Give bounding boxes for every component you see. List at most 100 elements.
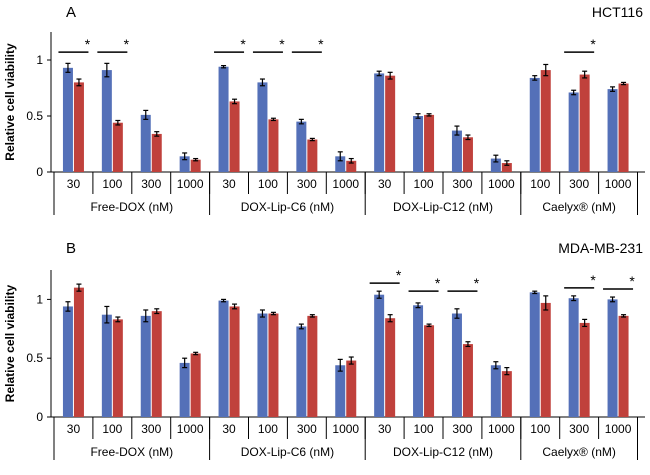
chart-panel-B: B MDA-MB-231 Relative cell viability 0 0.5 1 3… xyxy=(3,240,645,460)
bar-s1 xyxy=(257,82,268,172)
dose-label: 30 xyxy=(378,422,392,436)
dose-label: 100 xyxy=(530,177,550,191)
bar-s2 xyxy=(540,70,551,172)
dose-label: 300 xyxy=(297,422,317,436)
bar-s2 xyxy=(307,315,318,417)
dose-label: 30 xyxy=(222,177,236,191)
dose-label: 300 xyxy=(569,422,589,436)
panel-title: HCT116 xyxy=(592,4,643,20)
bar-s2 xyxy=(501,371,512,417)
significance-star: * xyxy=(240,36,246,52)
panel-title: MDA-MB-231 xyxy=(558,240,643,256)
bar-s1 xyxy=(529,292,540,417)
bar-s2 xyxy=(618,315,629,417)
bar-s1 xyxy=(607,299,618,417)
y-tick-label: 0 xyxy=(36,410,43,424)
dose-label: 1000 xyxy=(605,422,632,436)
dose-label: 1000 xyxy=(332,422,359,436)
bar-s1 xyxy=(218,300,229,417)
bar-s2 xyxy=(462,344,473,417)
bar-s1 xyxy=(374,73,385,172)
y-axis-label: Relative cell viability xyxy=(3,43,17,161)
dose-label: 300 xyxy=(452,177,472,191)
bar-s1 xyxy=(607,89,618,172)
group-label: DOX-Lip-C6 (nM) xyxy=(241,200,334,214)
bar-s1 xyxy=(257,313,268,417)
dose-label: 300 xyxy=(569,177,589,191)
y-axis-label: Relative cell viability xyxy=(3,284,17,402)
bar-s1 xyxy=(218,66,229,172)
chart-panel-A: A HCT116 Relative cell viability 0 0.5 1 30 100… xyxy=(3,4,645,215)
dose-label: 100 xyxy=(414,177,434,191)
bar-s1 xyxy=(335,365,346,417)
bar-s1 xyxy=(62,306,73,417)
bar-s1 xyxy=(490,158,501,172)
dose-label: 100 xyxy=(414,422,434,436)
dose-label: 300 xyxy=(297,177,317,191)
significance-star: * xyxy=(85,36,91,52)
bar-s2 xyxy=(385,75,396,172)
bar-s2 xyxy=(540,302,551,417)
dose-label: 300 xyxy=(452,422,472,436)
y-tick-label: 0.5 xyxy=(26,351,43,365)
bar-s2 xyxy=(346,360,357,417)
bar-s2 xyxy=(112,319,123,417)
bar-s1 xyxy=(413,116,424,172)
group-label: DOX-Lip-C12 (nM) xyxy=(393,445,493,459)
dose-label: 1000 xyxy=(488,422,515,436)
bar-s1 xyxy=(296,326,307,417)
bar-s2 xyxy=(346,160,357,172)
group-label: Free-DOX (nM) xyxy=(90,200,173,214)
bar-s1 xyxy=(568,92,579,172)
bar-s1 xyxy=(179,156,190,172)
bar-s1 xyxy=(335,156,346,172)
dose-label: 100 xyxy=(258,422,278,436)
bar-s2 xyxy=(268,119,279,172)
bar-s2 xyxy=(268,313,279,417)
bar-s2 xyxy=(424,325,435,417)
bar-s2 xyxy=(73,287,84,417)
dose-label: 30 xyxy=(67,177,81,191)
bar-s1 xyxy=(529,77,540,172)
dose-label: 1000 xyxy=(177,422,204,436)
significance-star: * xyxy=(590,272,596,288)
y-tick-label: 1 xyxy=(36,53,43,67)
bar-s1 xyxy=(374,294,385,417)
dose-label: 1000 xyxy=(177,177,204,191)
significance-star: * xyxy=(396,267,402,283)
dose-label: 1000 xyxy=(605,177,632,191)
group-label: Caelyx® (nM) xyxy=(542,445,616,459)
bar-s1 xyxy=(62,67,73,172)
dose-label: 1000 xyxy=(332,177,359,191)
bar-s2 xyxy=(385,318,396,417)
bar-s1 xyxy=(140,114,151,172)
dose-label: 100 xyxy=(530,422,550,436)
significance-star: * xyxy=(590,36,596,52)
significance-star: * xyxy=(435,275,441,291)
significance-star: * xyxy=(318,36,324,52)
bar-s2 xyxy=(501,163,512,172)
significance-star: * xyxy=(629,273,635,289)
bar-s2 xyxy=(112,122,123,172)
panel-label: B xyxy=(66,240,76,257)
bar-s1 xyxy=(101,314,112,417)
bar-s1 xyxy=(296,121,307,172)
dose-label: 300 xyxy=(141,422,161,436)
bar-s2 xyxy=(307,139,318,172)
bar-s2 xyxy=(579,322,590,417)
bar-s2 xyxy=(151,311,162,417)
significance-star: * xyxy=(124,36,130,52)
y-tick-label: 0.5 xyxy=(26,109,43,123)
bar-s2 xyxy=(151,133,162,172)
bar-s2 xyxy=(618,83,629,172)
dose-label: 300 xyxy=(141,177,161,191)
dose-label: 30 xyxy=(222,422,236,436)
bar-s2 xyxy=(190,353,201,417)
y-tick-label: 1 xyxy=(36,292,43,306)
bar-s2 xyxy=(579,74,590,172)
group-label: Caelyx® (nM) xyxy=(542,200,616,214)
bar-s1 xyxy=(101,70,112,172)
bar-s2 xyxy=(229,306,240,417)
